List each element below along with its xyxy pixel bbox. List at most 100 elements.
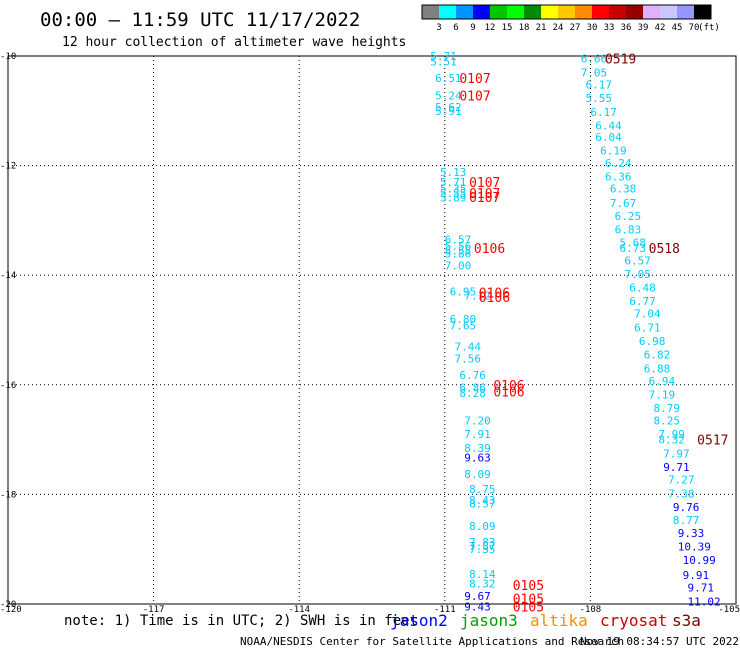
wave-height-label: 5.62 — [435, 101, 462, 114]
pass-time-label: 0107 — [469, 176, 500, 191]
wave-height-label: 6.98 — [639, 335, 666, 348]
wave-height-label: 5.56 — [445, 240, 472, 253]
colorbar-label: 42 — [655, 23, 666, 33]
wave-height-label: 9.76 — [673, 501, 700, 514]
colorbar-label: 21 — [536, 23, 547, 33]
colorbar-label: 70 — [689, 23, 700, 33]
plot-grid — [8, 56, 736, 604]
wave-height-label: 9.71 — [663, 461, 690, 474]
x-tick-label: -117 — [143, 605, 165, 615]
wave-height-label: 8.28 — [459, 387, 486, 400]
wave-height-label: 7.35 — [469, 543, 496, 556]
wave-height-label: 5.71 — [430, 50, 457, 63]
wave-height-label: 7.00 — [445, 259, 472, 272]
colorbar-swatch — [660, 5, 677, 19]
wave-height-label: 8.39 — [464, 442, 491, 455]
pass-time-label: 0106 — [479, 287, 510, 302]
wave-height-label: 5.51 — [430, 55, 457, 68]
colorbar-label: 3 — [436, 23, 441, 33]
wave-height-labels: 5.715.516.515.245.625.915.135.715.355.55… — [430, 50, 720, 614]
wave-height-label: 7.44 — [455, 340, 482, 353]
colorbar-unit: (ft) — [698, 23, 720, 33]
wave-height-label: 6.51 — [435, 72, 462, 85]
wave-height-label: 6.71 — [634, 321, 661, 334]
wave-height-label: 8.09 — [464, 468, 491, 481]
colorbar-label: 12 — [485, 23, 496, 33]
wave-height-label: 5.35 — [440, 183, 467, 196]
wave-height-label: 8.75 — [469, 483, 496, 496]
wave-height-label: 6.17 — [590, 106, 617, 119]
wave-height-label: 7.67 — [610, 197, 637, 210]
wave-height-label: 7.83 — [469, 536, 496, 549]
footer-credit: NOAA/NESDIS Center for Satellite Applica… — [240, 635, 624, 648]
colorbar-label: 39 — [638, 23, 649, 33]
wave-height-label: 7.38 — [668, 487, 695, 500]
wave-height-label: 6.73 — [620, 242, 647, 255]
x-tick-label: -108 — [580, 605, 602, 615]
wave-height-label: 5.55 — [586, 92, 613, 105]
colorbar-label: 24 — [553, 23, 564, 33]
pass-time-label: 0106 — [474, 242, 505, 257]
legend-jason3: jason3 — [460, 611, 518, 630]
pass-time-label: 0107 — [469, 191, 500, 206]
wave-height-label: 6.48 — [629, 281, 656, 294]
footer-timestamp: Nov 19 08:34:57 UTC 2022 — [580, 635, 739, 648]
wave-height-label: 9.71 — [687, 582, 714, 595]
pass-time-label: 0107 — [459, 89, 490, 104]
colorbar-swatch — [439, 5, 456, 19]
wave-height-label: 6.04 — [595, 131, 622, 144]
colorbar-swatch — [626, 5, 643, 19]
pass-time-label: 0107 — [469, 187, 500, 202]
pass-time-labels: 0107010701070107010701060106010601060106… — [459, 53, 728, 616]
satellite-legend: jason2 jason3 altika cryosat s3a — [390, 611, 701, 630]
wave-height-label: 6.57 — [445, 234, 472, 247]
pass-time-label: 0106 — [493, 385, 524, 400]
pass-time-label: 0106 — [493, 379, 524, 394]
wave-height-label: 7.97 — [663, 447, 690, 460]
colorbar-label: 27 — [570, 23, 581, 33]
wave-height-label: 5.55 — [445, 245, 472, 258]
wave-height-label: 10.99 — [683, 554, 716, 567]
pass-time-label: 0106 — [479, 291, 510, 306]
pass-time-label: 0107 — [459, 72, 490, 87]
wave-height-label: 5.24 — [435, 89, 462, 102]
wave-height-label: 6.25 — [615, 210, 642, 223]
wave-height-label: 7.04 — [634, 308, 661, 321]
colorbar-swatch — [592, 5, 609, 19]
colorbar-legend: 3 6 9 12 15 18 21 24 27 30 33 36 39 42 45 70(ft) — [421, 4, 720, 33]
wave-height-label: 6.88 — [644, 362, 671, 375]
wave-height-label: 6.24 — [605, 157, 632, 170]
wave-height-label: 8.14 — [469, 568, 496, 581]
legend-jason2: jason2 — [390, 611, 448, 630]
wave-height-label: 8.43 — [469, 494, 496, 507]
wave-height-label: 6.80 — [450, 313, 477, 326]
wave-height-label: 7.56 — [455, 352, 482, 365]
pass-time-label: 0519 — [605, 53, 636, 68]
legend-s3a: s3a — [672, 611, 701, 630]
colorbar-swatch — [558, 5, 575, 19]
wave-height-label: 7.87 — [469, 540, 496, 553]
wave-height-label: 5.91 — [435, 105, 462, 118]
y-tick-label: -20 — [0, 600, 16, 610]
wave-height-label: 6.38 — [610, 183, 637, 196]
pass-time-label: 0517 — [697, 434, 728, 449]
legend-altika: altika — [530, 611, 588, 630]
colorbar-swatch — [677, 5, 694, 19]
wave-height-label: 5.55 — [440, 187, 467, 200]
wave-height-label: 6.86 — [459, 382, 486, 395]
colorbar-label: 9 — [470, 23, 475, 33]
wave-height-label: 9.63 — [464, 452, 491, 465]
colorbar-label: 6 — [453, 23, 458, 33]
colorbar-swatch — [473, 5, 490, 19]
x-tick-label: -105 — [718, 605, 740, 615]
plot-frame — [7, 55, 737, 605]
x-axis-ticks: -120 -117 -114 -111 -108 -105 — [0, 605, 740, 615]
wave-height-label: 9.91 — [683, 569, 710, 582]
colorbar-swatch — [643, 5, 660, 19]
y-axis-ticks: -10 -12 -14 -16 -18 -20 — [0, 52, 16, 610]
wave-height-label: 7.05 — [624, 268, 651, 281]
wave-height-label: 9.67 — [464, 590, 491, 603]
wave-height-label: 8.77 — [673, 514, 700, 527]
wave-height-label: 6.57 — [624, 254, 651, 267]
wave-height-label: 8.09 — [469, 520, 496, 533]
